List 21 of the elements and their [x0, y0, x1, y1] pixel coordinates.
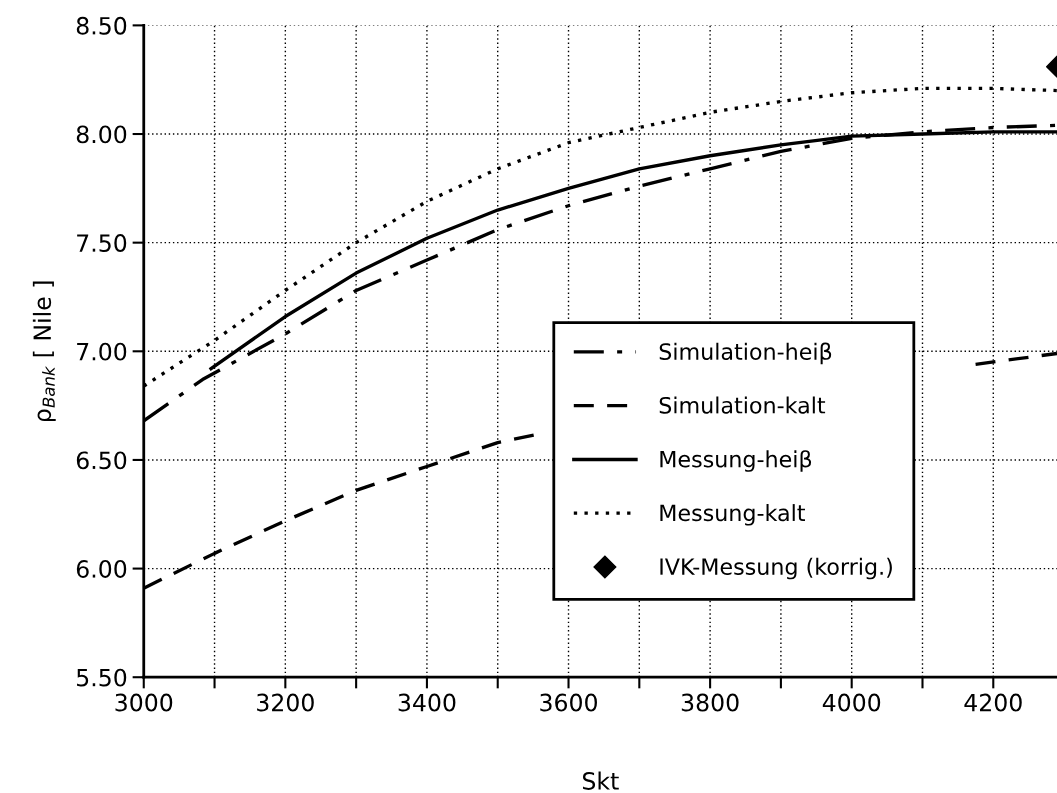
y-tick-label: 7.00 [77, 342, 127, 361]
y-axis-title: ρ$_{Bank}$ [ Nile ] [32, 281, 56, 422]
x-tick-label: 3000 [115, 693, 173, 712]
legend-label: Messung-kalt [660, 504, 805, 526]
x-tick-label: 3600 [540, 693, 597, 712]
legend-label: Messung-heiβ [660, 450, 812, 472]
legend-label: IVK-Messung (korrig.) [660, 557, 892, 580]
y-tick-label: 6.00 [76, 560, 127, 578]
y-tick-label: 8.50 [76, 16, 127, 35]
x-tick-label: 3800 [681, 693, 739, 712]
y-tick-label: 7.50 [77, 234, 127, 252]
x-tick-label: 3200 [257, 693, 314, 712]
legend-label: Simulation-heiβ [659, 342, 832, 365]
x-tick-label: 3400 [398, 693, 456, 712]
x-tick-label: 4200 [964, 693, 1022, 712]
x-tick-label: 4000 [822, 693, 881, 712]
y-tick-label: 8.00 [76, 125, 127, 144]
x-axis-title: Skt [582, 771, 619, 790]
y-tick-label: 6.50 [76, 451, 127, 470]
legend-label: Simulation-kalt [659, 396, 826, 414]
y-tick-label: 5.50 [77, 668, 127, 687]
